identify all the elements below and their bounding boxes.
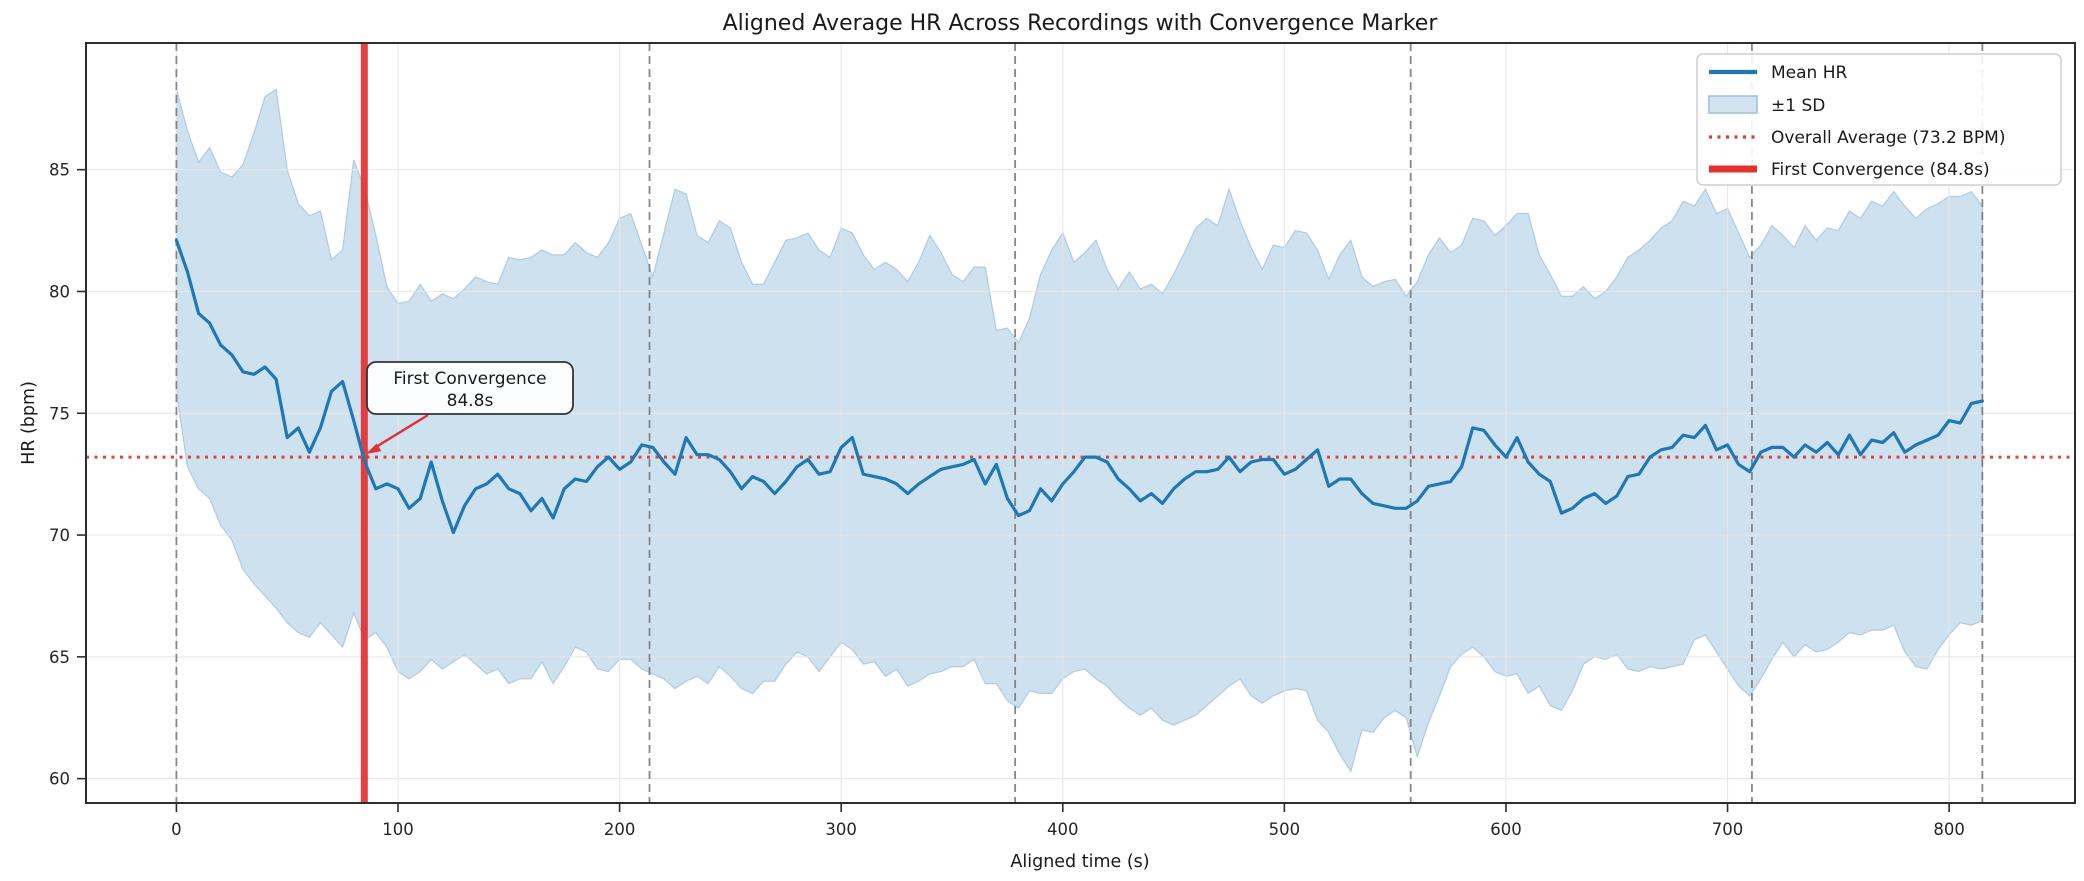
x-tick-label: 0 (171, 820, 182, 839)
y-tick-label: 75 (49, 404, 70, 423)
legend-box (1696, 53, 2062, 186)
annotation-arrow (375, 413, 429, 449)
y-tick-label: 80 (49, 282, 70, 301)
y-tick-label: 65 (49, 648, 70, 667)
gridlines-layer (86, 43, 2075, 803)
mean-hr-layer (174, 238, 1984, 535)
x-tick-label: 400 (1047, 820, 1079, 839)
reference-lines-layer (86, 43, 2075, 803)
x-tick-label: 500 (1269, 820, 1301, 839)
sd-band-layer (175, 88, 1983, 773)
x-axis-label: Aligned time (s) (1010, 852, 1149, 872)
y-tick-label: 60 (49, 770, 70, 789)
legend-first-convergence-label: First Convergence (84.8s) (1771, 160, 1990, 180)
annotation-line2: 84.8s (447, 391, 494, 411)
x-tick-label: 200 (604, 820, 636, 839)
y-tick-label: 70 (49, 526, 70, 545)
axes-frame (85, 42, 2076, 804)
recording-boundaries-layer (175, 43, 1984, 803)
x-tick-label: 300 (825, 820, 857, 839)
mean-hr-path (174, 238, 1984, 535)
annotation-line1: First Convergence (393, 369, 546, 389)
sd-band-area (175, 88, 1983, 773)
x-tick-label: 100 (382, 820, 414, 839)
legend-sd-band-label: ±1 SD (1771, 96, 1825, 116)
y-axis-label: HR (bpm) (19, 381, 39, 465)
legend-overall-average-label: Overall Average (73.2 BPM) (1771, 128, 2005, 148)
legend-sd-band-swatch-icon (1708, 95, 1758, 114)
axes-layer: 0 100 200 300 400 500 600 700 800 60 65 70 75 80 85 (49, 42, 2076, 839)
annotation-box (366, 361, 574, 415)
legend: Mean HR ±1 SD Overall Average (73.2 BPM)… (1696, 53, 2062, 186)
legend-mean-hr-label: Mean HR (1771, 63, 1848, 83)
x-tick-label: 600 (1490, 820, 1522, 839)
x-tick-label: 700 (1712, 820, 1744, 839)
annotation-arrowhead-icon (366, 443, 382, 454)
y-tick-label: 85 (49, 161, 70, 180)
x-tick-label: 800 (1933, 820, 1965, 839)
chart-title: Aligned Average HR Across Recordings wit… (723, 11, 1439, 36)
annotation-callout: First Convergence 84.8s (366, 361, 574, 454)
